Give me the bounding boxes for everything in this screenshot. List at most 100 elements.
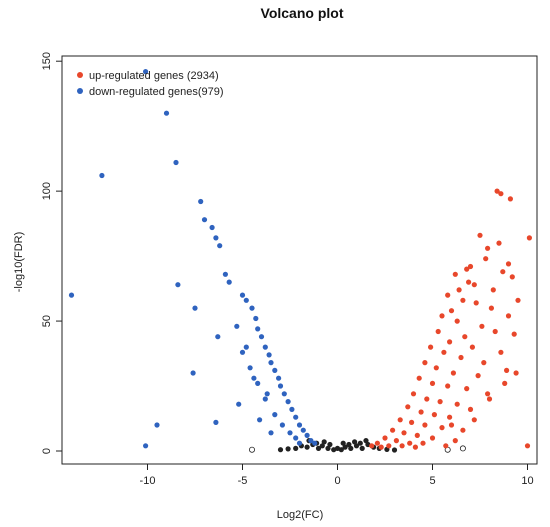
up-regulated-point	[498, 349, 504, 355]
up-regulated-point	[448, 422, 455, 428]
not-significant-point	[359, 445, 365, 451]
not-significant-point	[363, 438, 369, 444]
down-regulated-point	[249, 305, 255, 311]
down-regulated-point	[190, 370, 196, 376]
up-regulated-point	[447, 414, 453, 420]
down-regulated-point	[239, 292, 246, 298]
up-regulated-point	[452, 271, 458, 277]
up-regulated-point	[429, 435, 436, 441]
not-significant-point	[277, 447, 284, 453]
up-regulated-point	[466, 279, 472, 285]
not-significant-point	[340, 440, 346, 446]
up-regulated-point	[511, 331, 517, 337]
down-regulated-point	[255, 326, 261, 332]
up-regulated-point	[509, 274, 515, 280]
down-regulated-point	[262, 344, 268, 350]
down-regulated-point	[234, 323, 240, 329]
down-regulated-point	[264, 391, 270, 397]
up-regulated-point	[429, 380, 436, 386]
up-regulated-point	[505, 313, 512, 319]
not-significant-point	[338, 447, 344, 453]
down-regulated-point	[192, 305, 198, 311]
not-significant-point	[248, 446, 255, 453]
up-regulated-point	[475, 373, 481, 379]
up-regulated-point	[409, 419, 415, 425]
up-regulated-point	[467, 406, 474, 412]
up-regulated-point	[486, 396, 493, 402]
not-significant-point	[342, 444, 348, 450]
down-regulated-point	[312, 440, 318, 446]
down-regulated-point	[281, 391, 287, 397]
up-regulated-point	[445, 383, 451, 389]
up-regulated-point	[524, 443, 531, 449]
up-regulated-point	[443, 443, 449, 449]
up-regulated-point	[412, 444, 418, 450]
up-regulated-point	[479, 323, 485, 329]
legend-up-marker	[77, 72, 83, 78]
up-regulated-point	[374, 440, 380, 446]
not-significant-point	[293, 445, 299, 451]
up-regulated-point	[399, 443, 405, 449]
up-regulated-point	[452, 438, 458, 444]
up-regulated-point	[431, 412, 437, 418]
not-significant-point	[391, 447, 398, 453]
down-regulated-point	[198, 198, 204, 205]
up-regulated-point	[435, 328, 441, 335]
data-points	[68, 69, 533, 453]
up-regulated-point	[456, 287, 462, 293]
y-tick-label: 100	[41, 182, 53, 200]
up-regulated-point	[420, 440, 426, 446]
up-regulated-point	[378, 444, 384, 450]
up-regulated-point	[492, 328, 498, 335]
up-regulated-point	[494, 188, 500, 194]
up-regulated-point	[464, 266, 470, 272]
up-regulated-point	[488, 305, 494, 311]
down-regulated-point	[253, 315, 259, 322]
up-regulated-point	[500, 269, 506, 275]
down-regulated-point	[257, 417, 263, 423]
down-regulated-point	[175, 282, 181, 288]
not-significant-point	[459, 445, 466, 452]
legend-up-label: up-regulated genes (2934)	[89, 70, 219, 82]
down-regulated-point	[308, 438, 314, 444]
down-regulated-point	[268, 430, 274, 436]
not-significant-point	[352, 439, 358, 445]
up-regulated-point	[460, 427, 466, 433]
up-regulated-point	[483, 256, 489, 262]
up-regulated-point	[439, 313, 445, 319]
up-regulated-point	[507, 196, 513, 202]
down-regulated-point	[296, 440, 303, 446]
down-regulated-point	[222, 271, 228, 277]
down-regulated-point	[289, 406, 295, 412]
up-regulated-point	[447, 339, 453, 345]
up-regulated-point	[467, 263, 474, 270]
down-regulated-point	[213, 235, 219, 241]
up-regulated-point	[407, 440, 413, 446]
down-regulated-point	[296, 422, 303, 428]
down-regulated-point	[272, 412, 278, 418]
down-regulated-point	[262, 396, 268, 402]
not-significant-point	[285, 446, 291, 452]
y-tick-label: 0	[41, 448, 53, 454]
not-significant-point	[319, 443, 325, 449]
down-regulated-point	[215, 334, 221, 340]
down-regulated-point	[99, 172, 105, 179]
up-regulated-point	[393, 438, 399, 444]
down-regulated-point	[285, 399, 291, 405]
down-regulated-point	[173, 159, 179, 166]
up-regulated-point	[490, 287, 496, 293]
up-regulated-point	[458, 354, 464, 361]
up-regulated-point	[433, 365, 439, 371]
down-regulated-point	[143, 443, 149, 449]
up-regulated-point	[441, 349, 447, 355]
up-regulated-point	[424, 396, 430, 402]
legend-down-label: down-regulated genes(979)	[89, 86, 224, 98]
up-regulated-point	[462, 334, 468, 340]
up-regulated-point	[422, 422, 428, 428]
up-regulated-point	[464, 386, 470, 392]
down-regulated-point	[236, 401, 242, 407]
down-regulated-point	[293, 435, 299, 441]
up-regulated-point	[513, 370, 519, 376]
up-regulated-point	[471, 417, 477, 423]
